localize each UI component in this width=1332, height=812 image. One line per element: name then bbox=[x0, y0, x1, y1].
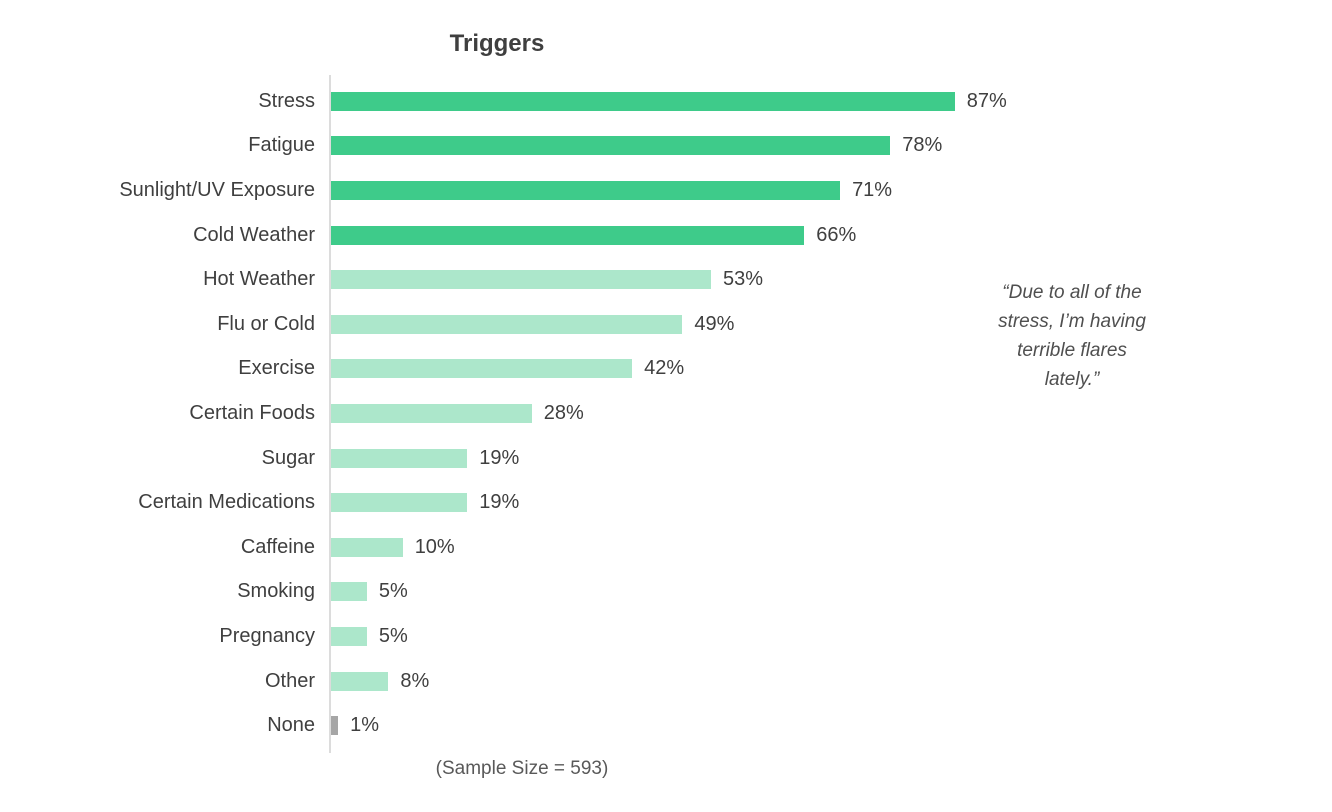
value-label: 71% bbox=[852, 178, 893, 201]
value-label: 19% bbox=[479, 491, 520, 514]
pull-quote: “Due to all of the stress, I’m having te… bbox=[957, 278, 1187, 394]
bar bbox=[331, 671, 389, 691]
bar bbox=[331, 448, 468, 468]
category-label: None bbox=[267, 714, 315, 737]
bar bbox=[331, 225, 805, 245]
bar-zone: 19% bbox=[331, 491, 519, 514]
value-label: 49% bbox=[694, 312, 735, 335]
category-label: Sunlight/UV Exposure bbox=[119, 178, 315, 201]
bar-row: Certain Medications 19% bbox=[0, 480, 1332, 525]
bar-zone: 87% bbox=[331, 90, 1007, 113]
bar-zone: 78% bbox=[331, 134, 942, 157]
value-label: 87% bbox=[966, 89, 1007, 112]
value-label: 10% bbox=[414, 535, 455, 558]
bar bbox=[331, 359, 633, 379]
category-label: Sugar bbox=[261, 446, 315, 469]
pull-quote-line: terrible flares bbox=[1017, 340, 1127, 361]
category-label: Exercise bbox=[238, 357, 315, 380]
bar-row: Fatigue 78% bbox=[0, 124, 1332, 169]
bar-row: Sugar 19% bbox=[0, 436, 1332, 481]
bar bbox=[331, 716, 339, 736]
bar-row: Cold Weather 66% bbox=[0, 213, 1332, 258]
chart-title: Triggers bbox=[449, 30, 545, 57]
bar bbox=[331, 582, 367, 602]
bar-zone: 71% bbox=[331, 179, 892, 202]
category-label: Pregnancy bbox=[219, 624, 315, 647]
bar-zone: 49% bbox=[331, 313, 734, 336]
category-label: Caffeine bbox=[240, 535, 315, 558]
bar bbox=[331, 314, 683, 334]
bar-row: Other 8% bbox=[0, 659, 1332, 704]
bar-zone: 53% bbox=[331, 268, 763, 291]
bar bbox=[331, 91, 955, 111]
value-label: 1% bbox=[350, 714, 380, 737]
bar-row: Flu or Cold 49% bbox=[0, 302, 1332, 347]
bar-zone: 42% bbox=[331, 357, 684, 380]
y-axis-line bbox=[329, 75, 331, 753]
category-label: Certain Foods bbox=[189, 401, 315, 424]
bar bbox=[331, 136, 891, 156]
bar bbox=[331, 493, 468, 513]
value-label: 78% bbox=[902, 134, 943, 157]
bar-zone: 5% bbox=[331, 580, 408, 603]
value-label: 53% bbox=[723, 268, 764, 291]
value-label: 42% bbox=[644, 357, 685, 380]
bar bbox=[331, 626, 367, 646]
value-label: 5% bbox=[378, 580, 408, 603]
bar-row: Caffeine 10% bbox=[0, 525, 1332, 570]
bar-zone: 1% bbox=[331, 714, 379, 737]
category-label: Flu or Cold bbox=[217, 312, 315, 335]
category-label: Smoking bbox=[237, 580, 315, 603]
bar bbox=[331, 270, 711, 290]
bar-row: Hot Weather 53% bbox=[0, 257, 1332, 302]
bar-row: Certain Foods 28% bbox=[0, 391, 1332, 436]
pull-quote-line: lately.” bbox=[1044, 369, 1100, 390]
bar-zone: 8% bbox=[331, 670, 429, 693]
category-label: Certain Medications bbox=[138, 491, 315, 514]
pull-quote-line: “Due to all of the bbox=[1002, 282, 1142, 303]
value-label: 66% bbox=[816, 223, 857, 246]
bar-zone: 10% bbox=[331, 536, 455, 559]
value-label: 5% bbox=[378, 624, 408, 647]
bar-zone: 28% bbox=[331, 402, 584, 425]
bar-zone: 66% bbox=[331, 224, 856, 247]
bar bbox=[331, 180, 841, 200]
sample-size-note: (Sample Size = 593) bbox=[435, 758, 609, 779]
bar-row: Sunlight/UV Exposure 71% bbox=[0, 168, 1332, 213]
category-label: Stress bbox=[258, 89, 315, 112]
pull-quote-line: stress, I’m having bbox=[998, 311, 1146, 332]
bar-row: Pregnancy 5% bbox=[0, 614, 1332, 659]
bar-zone: 5% bbox=[331, 625, 408, 648]
category-label: Cold Weather bbox=[193, 223, 315, 246]
bar-row: Exercise 42% bbox=[0, 347, 1332, 392]
bar bbox=[331, 403, 532, 423]
value-label: 19% bbox=[479, 446, 520, 469]
bar-row: Stress 87% bbox=[0, 79, 1332, 124]
category-label: Hot Weather bbox=[203, 268, 315, 291]
value-label: 8% bbox=[400, 669, 430, 692]
value-label: 28% bbox=[543, 401, 584, 424]
bar bbox=[331, 537, 403, 557]
bar-row: None 1% bbox=[0, 703, 1332, 748]
bar-zone: 19% bbox=[331, 447, 519, 470]
category-label: Other bbox=[264, 669, 315, 692]
category-label: Fatigue bbox=[248, 134, 315, 157]
bar-row: Smoking 5% bbox=[0, 570, 1332, 615]
bar-rows: Stress 87% Fatigue 78% Sunlight/UV Expos… bbox=[0, 79, 1332, 748]
